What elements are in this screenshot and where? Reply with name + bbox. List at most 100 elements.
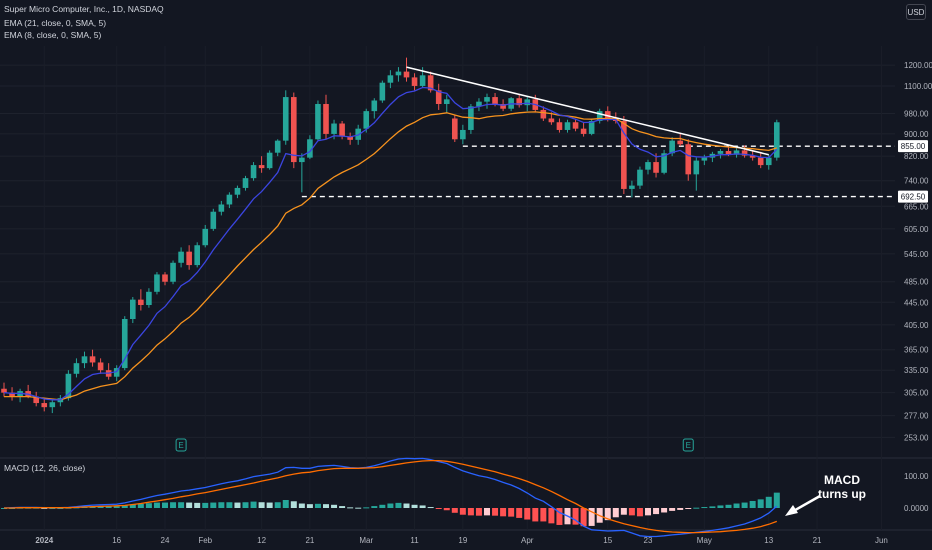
macd-histogram-bar <box>661 508 668 513</box>
candle-body <box>162 274 168 282</box>
macd-histogram-bar <box>709 506 716 508</box>
price-tick-label: 900.00 <box>904 130 929 139</box>
candle-body <box>186 251 192 266</box>
macd-histogram-bar <box>97 506 104 508</box>
macd-histogram-bar <box>170 502 177 508</box>
macd-histogram-bar <box>49 508 56 509</box>
candle-body <box>749 155 756 158</box>
macd-annotation-line1: MACD <box>824 473 860 487</box>
macd-histogram-bar <box>451 508 458 513</box>
price-tick-label: 1100.00 <box>904 82 932 91</box>
macd-histogram-bar <box>121 505 128 508</box>
macd-histogram-bar <box>435 508 442 509</box>
macd-histogram-bar <box>701 507 708 509</box>
macd-histogram-bar <box>145 503 152 508</box>
macd-histogram-bar <box>500 508 507 517</box>
time-tick-label: 11 <box>410 536 419 545</box>
candle-body <box>1 388 7 393</box>
price-tick-label: 253.00 <box>904 433 929 442</box>
price-tick-label: 365.00 <box>904 346 929 355</box>
candle-body <box>476 101 482 107</box>
macd-histogram-bar <box>653 508 660 515</box>
macd-histogram-bar <box>612 508 619 518</box>
candle-body <box>218 204 225 212</box>
candle-body <box>194 245 200 266</box>
price-tick-label: 740.00 <box>904 177 929 186</box>
candle-body <box>629 185 635 189</box>
macd-histogram-bar <box>765 496 772 508</box>
macd-histogram-bar <box>556 508 563 525</box>
currency-button[interactable]: USD <box>906 4 926 20</box>
candle-body <box>460 129 466 140</box>
macd-histogram-bar <box>516 508 523 518</box>
candle-body <box>282 97 289 141</box>
candle-body <box>645 162 651 170</box>
macd-histogram-bar <box>757 499 764 508</box>
candle-body <box>653 162 659 173</box>
macd-histogram-bar <box>628 508 635 516</box>
price-tick-label: 335.00 <box>904 366 929 375</box>
macd-histogram-bar <box>186 502 193 508</box>
macd-histogram-bar <box>540 508 547 522</box>
price-tick-label: 820.00 <box>904 152 929 161</box>
candle-body <box>427 75 434 91</box>
annotation-arrow-head <box>785 505 798 516</box>
candle-body <box>765 157 772 166</box>
macd-histogram-bar <box>387 503 394 508</box>
ema8-line <box>3 86 778 401</box>
macd-histogram-bar <box>685 508 692 509</box>
candle-body <box>89 356 96 363</box>
candle-body <box>669 140 675 154</box>
macd-histogram-bar <box>41 508 48 509</box>
candle-body <box>548 118 555 123</box>
macd-histogram-bar <box>105 506 112 508</box>
candle-body <box>9 392 15 397</box>
macd-histogram-bar <box>733 503 740 508</box>
macd-histogram-bar <box>137 503 144 508</box>
macd-histogram-bar <box>620 508 627 515</box>
candle-body <box>395 71 402 76</box>
candle-body <box>556 122 563 130</box>
candle-body <box>411 77 418 86</box>
macd-histogram-bar <box>274 502 281 508</box>
candle-body <box>580 128 587 134</box>
candle-body <box>210 211 217 229</box>
candle-body <box>419 75 426 86</box>
macd-histogram-bar <box>57 508 64 509</box>
candle-body <box>266 152 273 169</box>
time-tick-label: May <box>697 536 712 545</box>
earnings-marker <box>682 438 694 452</box>
candle-body <box>121 318 128 369</box>
macd-histogram-bar <box>290 501 297 508</box>
macd-histogram-bar <box>669 508 676 511</box>
macd-histogram-bar <box>347 507 354 509</box>
macd-histogram-bar <box>202 502 209 508</box>
candle-body <box>500 103 506 109</box>
candle-body <box>637 169 643 186</box>
macd-histogram-bar <box>363 507 370 509</box>
macd-histogram-bar <box>604 508 611 521</box>
macd-histogram-bar <box>677 508 684 510</box>
macd-histogram-bar <box>403 503 410 508</box>
candle-body <box>774 122 780 158</box>
macd-histogram-bar <box>153 502 160 508</box>
price-tick-label: 305.00 <box>904 389 929 398</box>
macd-histogram-bar <box>266 502 273 508</box>
candle-body <box>299 157 305 163</box>
signal-line <box>4 459 778 534</box>
macd-histogram-bar <box>323 504 329 508</box>
time-tick-label: 21 <box>813 536 822 545</box>
candle-body <box>363 111 370 129</box>
candle-body <box>65 373 72 399</box>
macd-histogram-bar <box>580 508 587 527</box>
ema8-legend: EMA (8, close, 0, SMA, 5) <box>4 30 102 40</box>
macd-histogram-bar <box>411 504 418 508</box>
macd-histogram-bar <box>113 506 120 508</box>
price-label-box <box>898 190 928 203</box>
candle-body <box>154 274 160 292</box>
macd-histogram-bar <box>524 508 531 520</box>
time-tick-label: 13 <box>764 536 773 545</box>
macd-histogram-bar <box>693 507 700 509</box>
